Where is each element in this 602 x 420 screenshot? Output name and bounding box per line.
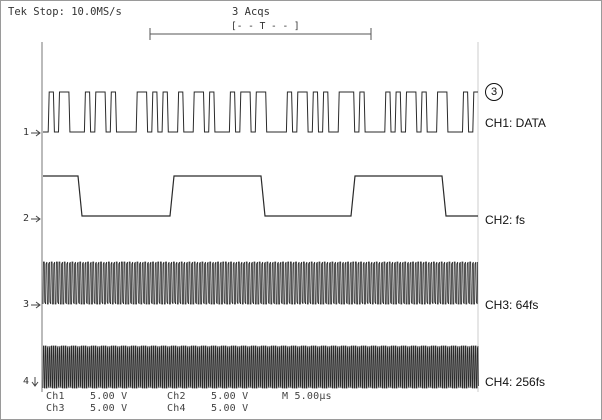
ch3-ground-arrow [31, 301, 41, 309]
footer-timebase: M 5.00µs [282, 391, 332, 402]
ch1-ground-arrow [31, 129, 41, 137]
trigger-bracket [149, 28, 372, 40]
ch2-ground-arrow [31, 215, 41, 223]
ch1-label: CH1: DATA [485, 116, 546, 130]
scope-status: Tek Stop: 10.0MS/s [8, 6, 122, 18]
footer-ch3-scale: 5.00 V [90, 403, 128, 414]
trigger-marker: [- - T - - ] [231, 21, 300, 32]
ch4-ground-arrow [31, 377, 39, 387]
footer-ch3: Ch3 [46, 403, 65, 414]
footer-ch4: Ch4 [167, 403, 186, 414]
ch4-256fs-trace [42, 345, 479, 389]
footer-ch4-scale: 5.00 V [211, 403, 249, 414]
footer-ch1-scale: 5.00 V [90, 391, 128, 402]
ch1-marker: 1 [23, 127, 30, 138]
ch2-label: CH2: fs [485, 213, 526, 227]
ch2-marker: 2 [23, 213, 30, 224]
ch4-label: CH4: 256fs [485, 375, 546, 389]
footer-ch2-scale: 5.00 V [211, 391, 249, 402]
ch4-marker: 4 [23, 376, 30, 387]
callout-badge: 3 [485, 83, 503, 101]
footer-ch1: Ch1 [46, 391, 65, 402]
ch2-fs-trace [43, 175, 478, 217]
ch3-64fs-trace [42, 261, 478, 305]
footer-ch2: Ch2 [167, 391, 186, 402]
ch1-data-trace [43, 91, 478, 133]
ch3-label: CH3: 64fs [485, 298, 539, 312]
ch3-marker: 3 [23, 299, 30, 310]
acquisition-count: 3 Acqs [232, 6, 270, 18]
